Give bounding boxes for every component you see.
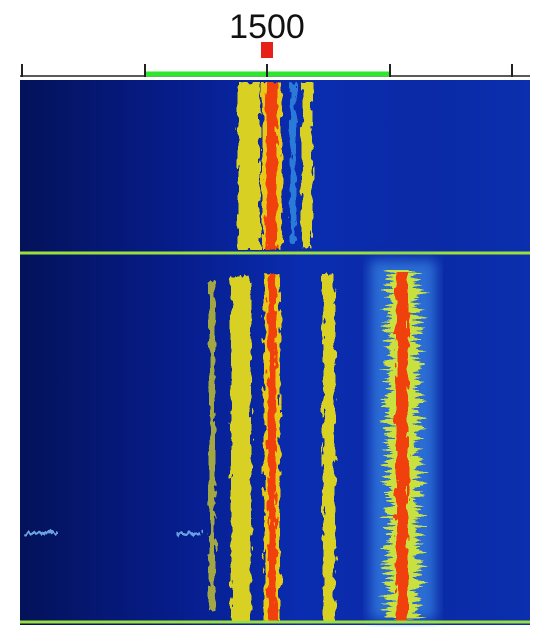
signal-core: [268, 274, 276, 622]
signal-core: [266, 82, 277, 250]
signals-bottom: [24, 272, 408, 622]
scale-ticks: [21, 64, 513, 77]
noise-blip: [24, 532, 58, 535]
signals-top: [238, 82, 312, 250]
signal: [323, 274, 335, 622]
noise-blip: [178, 532, 200, 535]
signal-faint: [209, 280, 215, 610]
signal-faint: [290, 82, 296, 242]
signal: [238, 82, 260, 250]
frequency-marker: [261, 42, 273, 58]
signal: [302, 82, 312, 248]
frequency-label: 1500: [229, 8, 305, 46]
signal-core: [396, 272, 408, 622]
signal: [231, 276, 251, 622]
